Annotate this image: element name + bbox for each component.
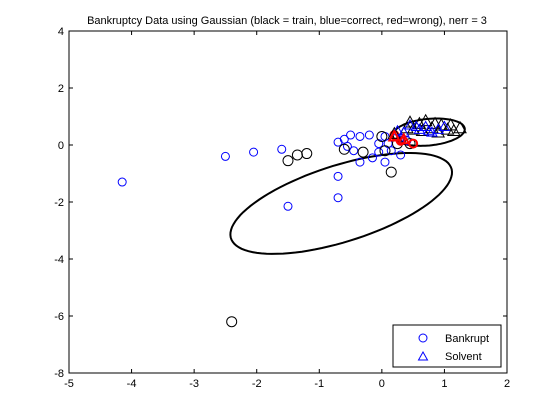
legend-bankrupt-label: Bankrupt [445, 333, 489, 345]
x-tick-label: 0 [379, 378, 385, 390]
legend-solvent-label: Solvent [445, 351, 482, 363]
x-tick-label: 1 [441, 378, 447, 390]
x-tick-label: -2 [252, 378, 262, 390]
y-tick-label: -4 [54, 254, 64, 266]
y-tick-label: 4 [58, 26, 64, 38]
x-tick-label: 2 [504, 378, 510, 390]
x-tick-label: -4 [127, 378, 137, 390]
y-tick-label: -6 [54, 311, 64, 323]
x-tick-label: -5 [64, 378, 74, 390]
y-tick-label: -8 [54, 368, 64, 380]
chart-title: Bankruptcy Data using Gaussian (black = … [87, 15, 487, 27]
y-tick-label: 2 [58, 83, 64, 95]
x-tick-label: -3 [189, 378, 199, 390]
y-tick-label: 0 [58, 140, 64, 152]
y-tick-label: -2 [54, 197, 64, 209]
x-tick-label: -1 [314, 378, 324, 390]
legend: Bankrupt Solvent [393, 325, 501, 367]
